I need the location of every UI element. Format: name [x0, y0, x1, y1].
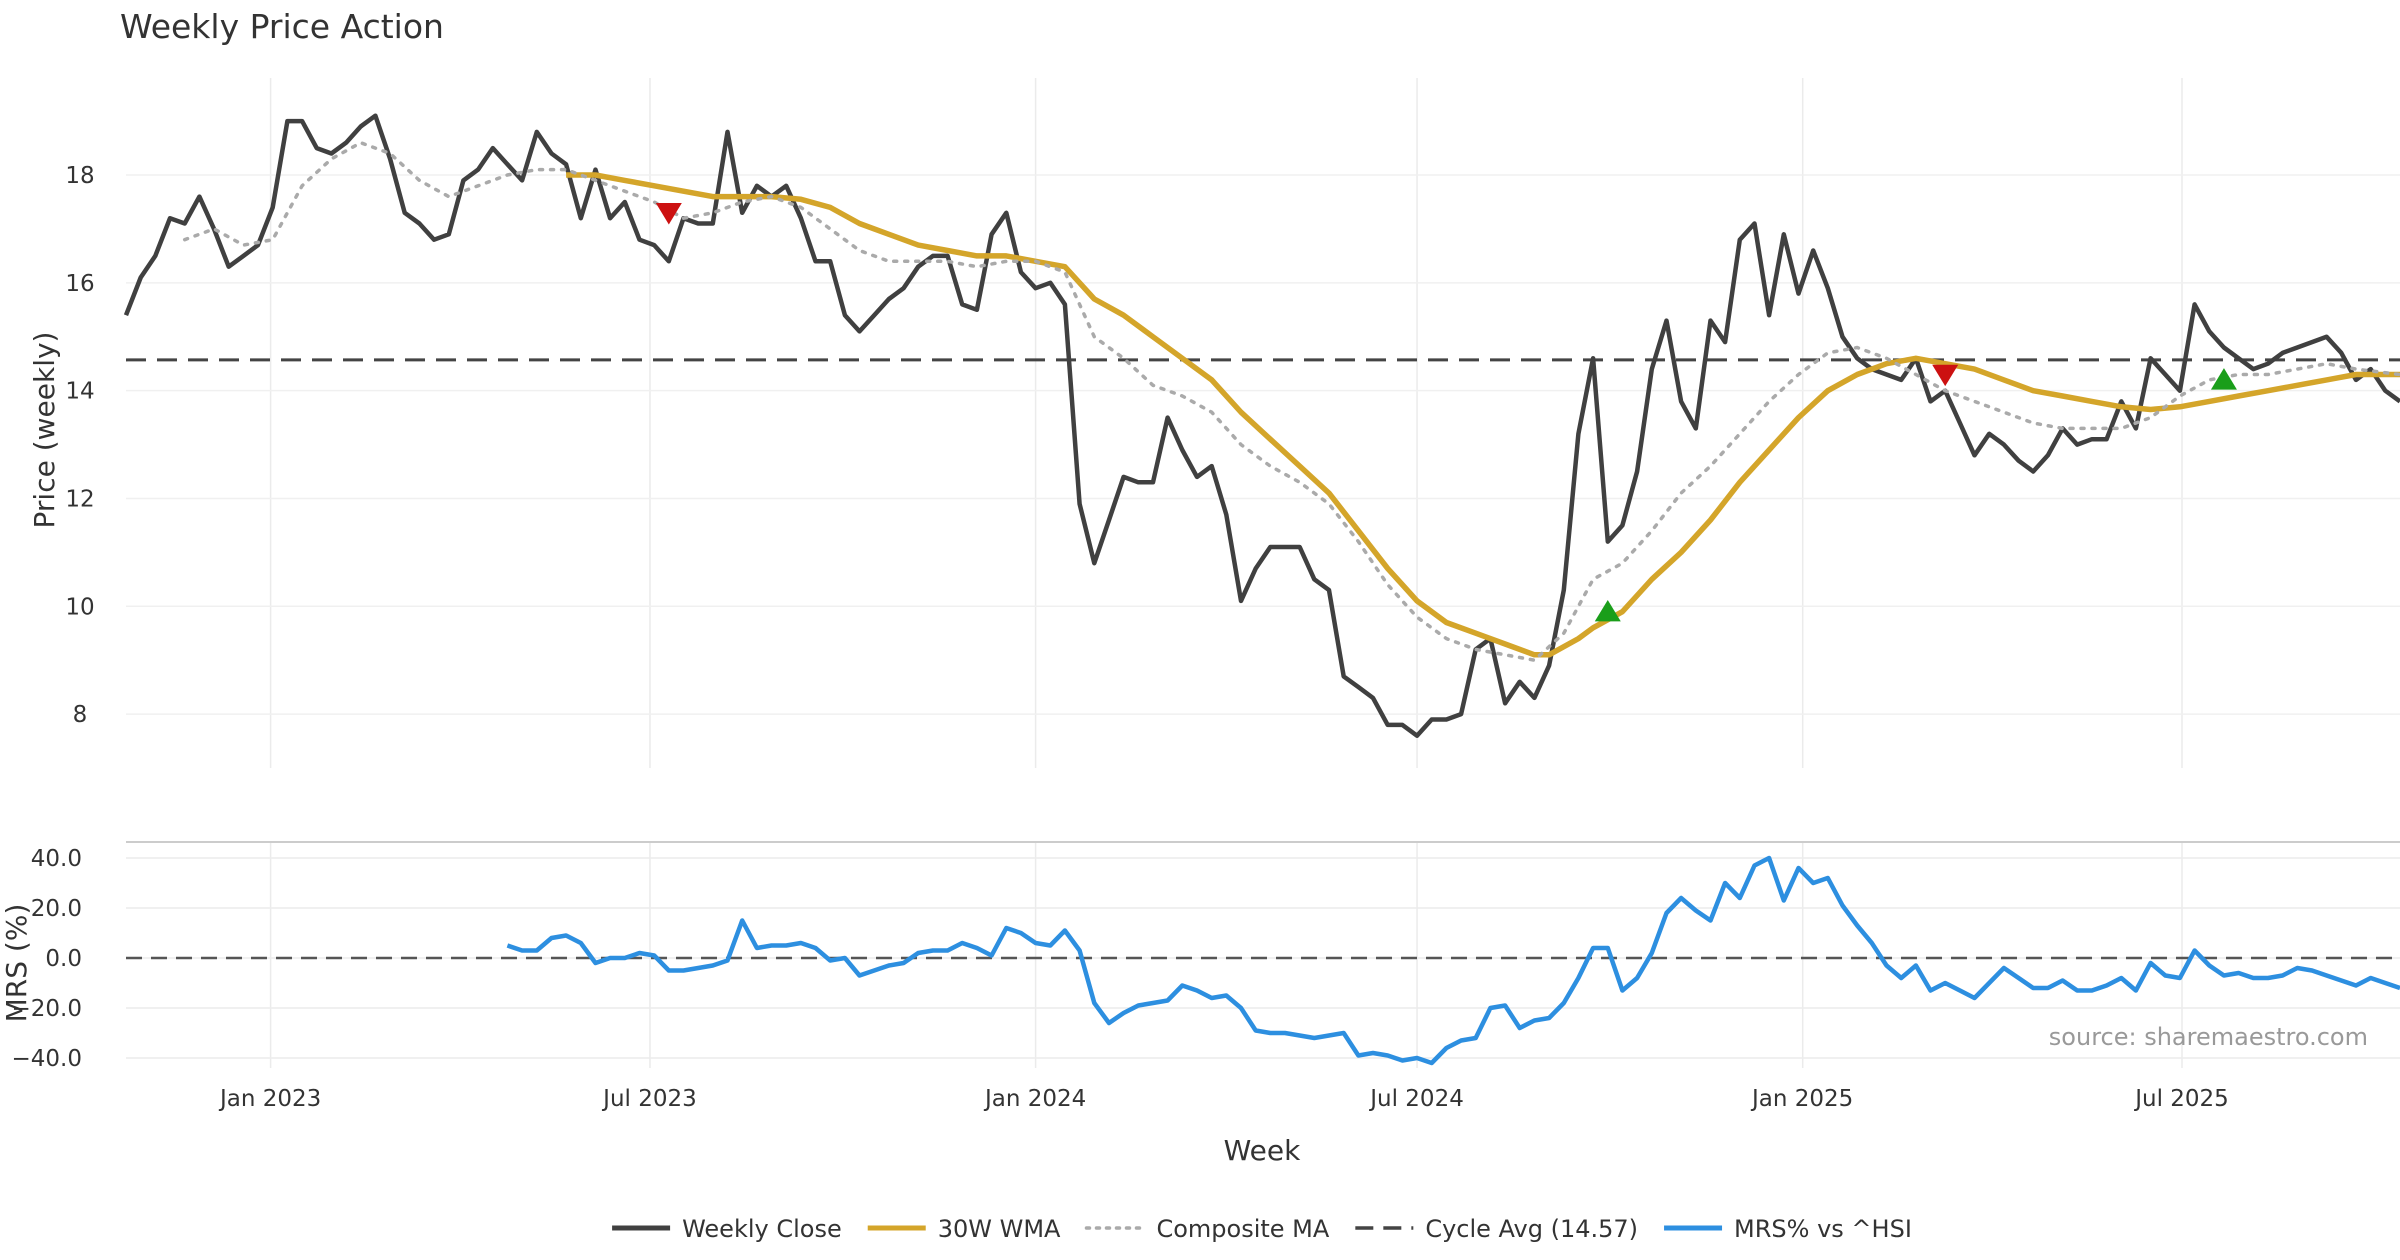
mrs-y-tick-label: 0.0 [45, 946, 82, 972]
price-y-tick-label: 8 [73, 702, 88, 728]
legend-weekly-close-label: Weekly Close [682, 1215, 842, 1243]
legend-30w-wma-label: 30W WMA [938, 1215, 1061, 1243]
price-y-tick-label: 16 [65, 271, 94, 297]
legend: Weekly Close 30W WMA Composite MA Cycle Avg… [612, 1215, 1912, 1243]
mrs-y-tick-label: −20.0 [12, 996, 82, 1022]
series-composite-ma-line [182, 140, 2400, 662]
price-y-ticks: 8 10 12 14 16 18 [65, 163, 94, 728]
x-tick-label: Jul 2024 [1368, 1086, 1464, 1112]
price-signals [655, 203, 2237, 622]
buy-signal-marker [1594, 599, 1621, 622]
x-tick-label: Jan 2025 [1750, 1086, 1853, 1112]
series-weekly-close-line [123, 113, 2400, 738]
sell-signal-marker [1932, 364, 1959, 387]
legend-composite-ma-label: Composite MA [1156, 1215, 1329, 1243]
price-series [123, 113, 2400, 738]
mrs-y-axis-label: MRS (%) [0, 904, 33, 1023]
mrs-y-tick-label: 20.0 [31, 896, 82, 922]
buy-signal-marker [2210, 368, 2237, 390]
mrs-y-tick-label: 40.0 [31, 846, 82, 872]
x-tick-label: Jan 2023 [218, 1086, 321, 1112]
x-tick-label: Jul 2023 [601, 1086, 697, 1112]
price-y-tick-label: 10 [65, 594, 94, 620]
x-tick-label: Jan 2024 [983, 1086, 1086, 1112]
x-tick-label: Jul 2025 [2133, 1086, 2229, 1112]
source-note: source: sharemaestro.com [2049, 1023, 2368, 1051]
sell-signal-marker [655, 203, 682, 225]
price-y-tick-label: 18 [65, 163, 94, 189]
price-y-tick-label: 12 [65, 486, 94, 512]
mrs-y-tick-label: −40.0 [12, 1046, 82, 1072]
chart-title: Weekly Price Action [120, 7, 444, 46]
mrs-y-ticks: −40.0 −20.0 0.0 20.0 40.0 [12, 846, 82, 1072]
price-grid [126, 78, 2400, 768]
price-y-axis-label: Price (weekly) [28, 332, 61, 529]
x-axis-label: Week [1224, 1134, 1301, 1167]
legend-mrs-vs-hsi-label: MRS% vs ^HSI [1734, 1215, 1912, 1243]
mrs-series [506, 855, 2400, 1066]
legend-cycle-avg-14-57-label: Cycle Avg (14.57) [1425, 1215, 1638, 1243]
series-mrs-vs-hsi-line [506, 855, 2400, 1066]
series-30w-wma-line [566, 172, 2400, 658]
price-y-tick-label: 14 [65, 379, 94, 405]
x-ticks: Jan 2023 Jul 2023 Jan 2024 Jul 2024 Jan 2025… [218, 1086, 2229, 1112]
